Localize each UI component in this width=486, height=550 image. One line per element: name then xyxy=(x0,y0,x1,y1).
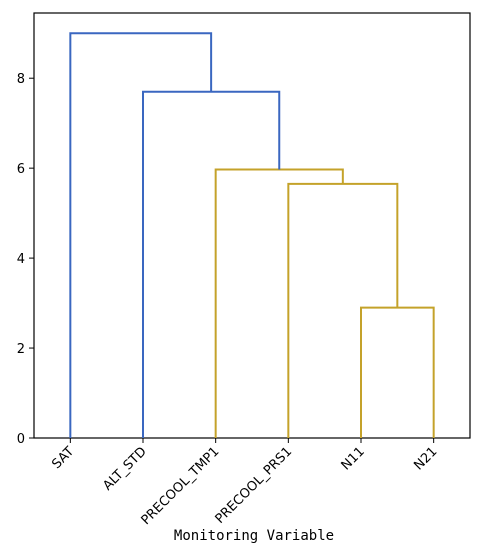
dendrogram-link xyxy=(360,306,435,438)
y-tick-label: 2 xyxy=(17,342,25,357)
y-axis-ticks: 0 2 4 6 8 xyxy=(17,72,34,447)
y-tick-label: 0 xyxy=(17,432,25,447)
dendrogram-link xyxy=(214,168,344,438)
leaf-label: N21 xyxy=(411,444,440,473)
leaf-label: SAT xyxy=(49,444,77,472)
dendrogram-link xyxy=(142,90,281,438)
dendrogram-links xyxy=(69,32,435,438)
plot-frame xyxy=(33,12,471,439)
x-axis-title: Monitoring Variable xyxy=(174,528,334,544)
leaf-label: PRECOOL_PRS1 xyxy=(213,444,296,527)
y-tick-label: 6 xyxy=(17,162,25,177)
y-tick-label: 4 xyxy=(17,252,25,267)
leaf-label: ALT_STD xyxy=(100,444,149,493)
leaf-label: N11 xyxy=(339,444,368,473)
leaf-label: PRECOOL_TMP1 xyxy=(139,444,223,528)
plot-area xyxy=(33,12,471,439)
dendrogram-link xyxy=(287,182,399,438)
dendrogram-link xyxy=(69,32,213,438)
y-tick-label: 8 xyxy=(17,72,25,87)
